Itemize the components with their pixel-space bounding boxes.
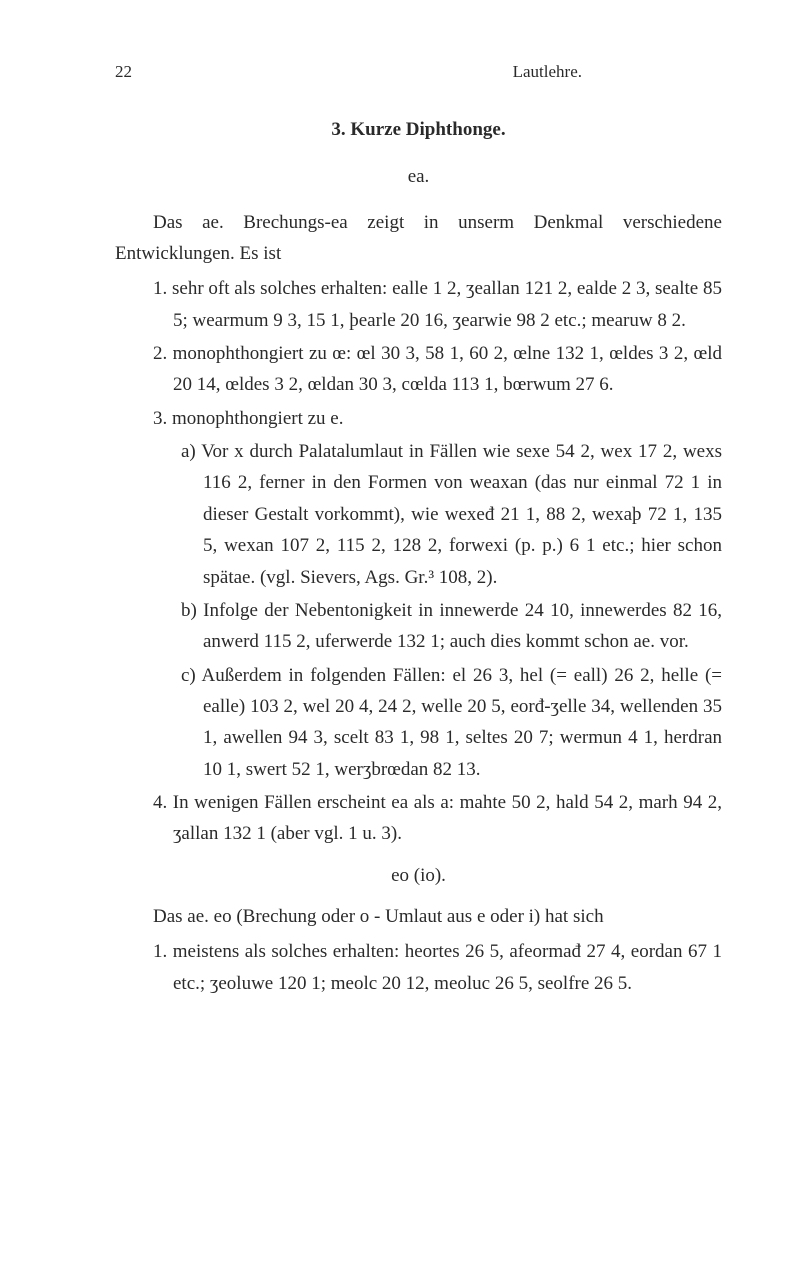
list-item-1: 1. sehr oft als solches erhalten: ealle …: [115, 273, 722, 336]
page-header: 22 Lautlehre.: [115, 58, 722, 86]
page-number: 22: [115, 58, 132, 86]
running-head: Lautlehre.: [513, 58, 722, 86]
sublist-item-3b: b) Infolge der Nebentonigkeit in innewer…: [115, 595, 722, 658]
section-title: 3. Kurze Diphthonge.: [115, 114, 722, 145]
sublist-item-3a: a) Vor x durch Palatalumlaut in Fällen w…: [115, 436, 722, 593]
subheading-eo: eo (io).: [115, 860, 722, 891]
list-item-3: 3. monophthongiert zu e.: [115, 403, 722, 434]
list-item-1b: 1. meistens als solches erhalten: heorte…: [115, 936, 722, 999]
subheading-ea: ea.: [115, 161, 722, 192]
para-eo: Das ae. eo (Brechung oder o - Umlaut aus…: [115, 901, 722, 932]
list-item-2: 2. monophthongiert zu œ: œl 30 3, 58 1, …: [115, 338, 722, 401]
list-item-4: 4. In wenigen Fällen erscheint ea als a:…: [115, 787, 722, 850]
sublist-item-3c: c) Außerdem in folgenden Fällen: el 26 3…: [115, 660, 722, 785]
intro-paragraph: Das ae. Brechungs-ea zeigt in unserm Den…: [115, 207, 722, 270]
